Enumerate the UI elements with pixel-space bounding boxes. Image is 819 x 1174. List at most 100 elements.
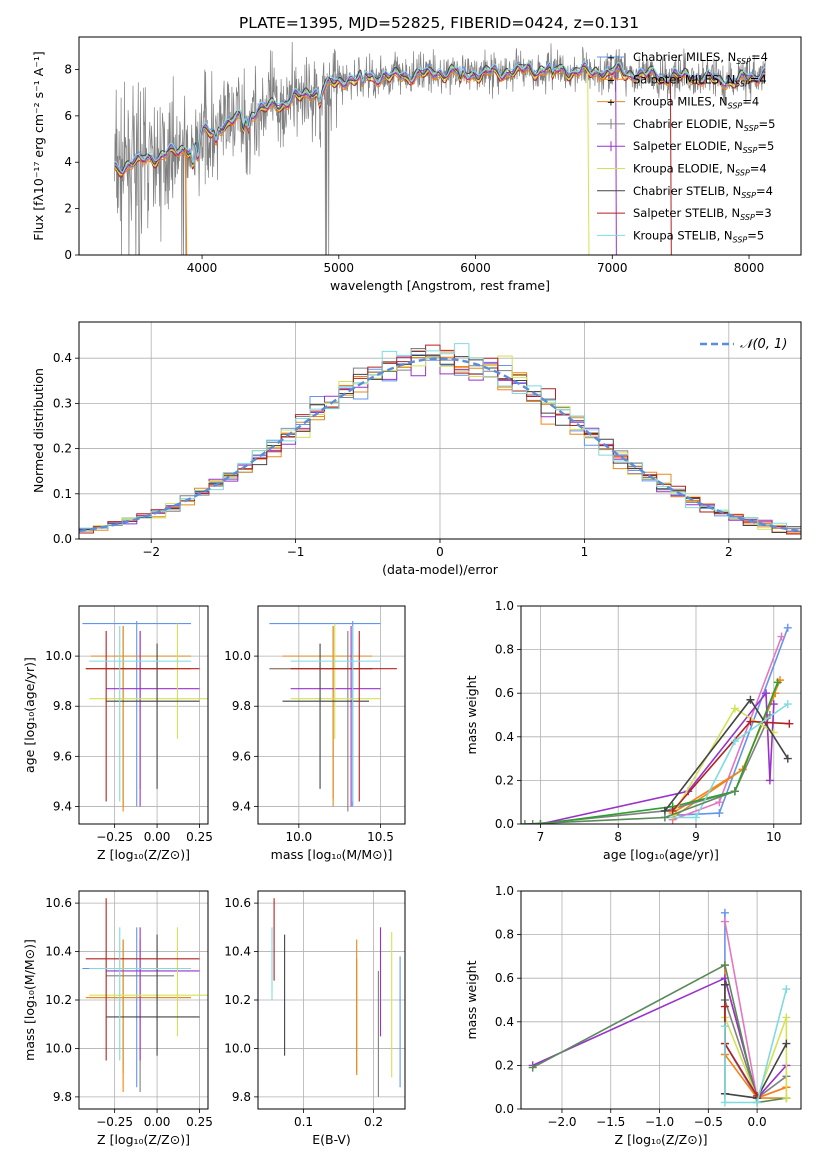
weight-marker (782, 985, 791, 994)
y-axis-label: Normed distribution (31, 368, 46, 493)
weight-series-kroupa-stelib (660, 700, 792, 822)
weight-marker (720, 917, 729, 926)
legend-label-count: =3 (755, 206, 772, 220)
weight-marker (668, 806, 677, 815)
y-tick-label: 0.2 (53, 442, 72, 456)
y-tick-label: 1.0 (495, 884, 514, 898)
y-tick-label: 0.2 (495, 773, 514, 787)
errorbar-salpeter-elodie (106, 631, 200, 807)
spectrum-model-salpeter-elodie (114, 62, 766, 175)
weight-line (724, 1017, 788, 1101)
errorbar-salpeter-stelib (290, 631, 397, 802)
weight-marker (783, 623, 792, 632)
legend-label-count: =4 (742, 95, 759, 109)
weight-series-extra1 (536, 678, 782, 824)
axes-frame (257, 605, 406, 825)
y-tick-label: 9.8 (232, 699, 251, 713)
plot-area (82, 621, 208, 812)
weight-marker (777, 632, 786, 641)
y-tick-label: 0.3 (53, 396, 72, 410)
plot-area (521, 623, 794, 824)
y-tick-label: 1.0 (495, 599, 514, 613)
weight-line (664, 703, 789, 819)
errorbar-kroupa-elodie (89, 623, 208, 739)
plot-area (82, 898, 208, 1093)
legend-label-text: Chabrier STELIB, N (633, 184, 741, 198)
weight-marker (730, 737, 739, 746)
errorbar-kroupa-elodie (89, 927, 208, 1037)
legend-label-salpeter-miles: Salpeter MILES, NSSP=4 (633, 72, 767, 88)
legend-label-count: =4 (756, 184, 773, 198)
weight-series-extra2 (521, 787, 739, 824)
errorbar-salpeter-stelib (85, 631, 200, 802)
weight-marker (785, 719, 794, 728)
errorbar-kroupa-stelib (89, 927, 192, 1061)
weight-series-chabrier-stelib (720, 980, 791, 1103)
legend-label-count: =5 (757, 139, 774, 153)
x-tick-label: 0.25 (186, 830, 213, 844)
chart-mass-vs-z: −0.25 0.00 0.25 9.8 10.0 10.2 10.4 10.6 Z [log₁₀… (22, 890, 213, 1147)
x-axis-label: (data-model)/error (382, 562, 499, 577)
plot-area (271, 898, 401, 1097)
x-tick-label: 10.0 (285, 830, 312, 844)
x-tick-label: 2 (725, 545, 733, 559)
x-tick-label: −1.0 (645, 1115, 674, 1129)
y-tick-label: 0.4 (495, 730, 514, 744)
errorbar-kroupa-miles (282, 626, 373, 807)
weight-marker (782, 1013, 791, 1022)
axes-frame (520, 605, 802, 825)
axes-frame (78, 605, 209, 825)
legend-label-text: Salpeter ELODIE, N (633, 139, 743, 153)
y-tick-label: 8 (64, 62, 72, 76)
legend-label-text: Kroupa STELIB, N (633, 228, 733, 242)
x-axis-label: wavelength [Angstrom, rest frame] (330, 278, 550, 293)
chart-weight-vs-age: 7 8 9 10 0.0 0.2 0.4 0.6 0.8 1.0 age [log₁₀(age/yr… (464, 599, 802, 862)
y-tick-label: 10.4 (45, 945, 72, 959)
y-tick-label: 10.6 (224, 896, 251, 910)
x-axis-label: Z [log₁₀(Z/Z⊙)] (97, 1132, 190, 1147)
chart-age-vs-mass: 10.0 10.5 9.4 9.6 9.8 10.0 mass [log₁₀(M/M⊙)] (224, 605, 406, 862)
y-tick-label: 10.2 (45, 993, 72, 1007)
y-tick-label: 2 (64, 202, 72, 216)
x-tick-label: 0.00 (144, 1115, 171, 1129)
x-axis-label: Z [log₁₀(Z/Z⊙)] (97, 847, 190, 862)
errorbar-salpeter-miles (85, 626, 192, 812)
legend-marker: + (607, 53, 615, 64)
errorbar-kroupa-stelib (89, 626, 192, 802)
y-tick-label: 0.4 (495, 1015, 514, 1029)
weight-line (724, 977, 787, 1099)
legend-label-count: =4 (751, 50, 768, 64)
y-tick-label: 9.4 (232, 799, 251, 813)
weight-line (532, 977, 787, 1100)
chart-age-vs-z: −0.25 0.00 0.25 9.4 9.6 9.8 10.0 Z [log₁₀(Z/Z⊙)… (22, 605, 213, 862)
legend-label-text: Kroupa ELODIE, N (633, 162, 735, 176)
legend-label-chabrier-stelib: Chabrier STELIB, NSSP=4 (633, 184, 773, 200)
x-tick-label: 7000 (597, 261, 628, 275)
legend-label-count: =5 (759, 117, 776, 131)
y-tick-label: 0.6 (495, 971, 514, 985)
errorbar-kroupa-miles (90, 939, 192, 1073)
weight-marker (746, 695, 755, 704)
legend-label-subscript: SSP (741, 191, 756, 200)
chart-weight-vs-z: −2.0 −1.5 −1.0 −0.5 0.0 0.0 0.2 0.4 0.6 0.8 1.0 Z [… (464, 884, 802, 1147)
weight-marker (720, 1098, 729, 1107)
x-tick-label: −0.25 (96, 830, 133, 844)
spectrum-model-chabrier-stelib (114, 63, 766, 173)
y-tick-label: 0.6 (495, 686, 514, 700)
spectrum-model-kroupa-stelib (114, 60, 766, 173)
weight-series-extra0 (720, 917, 791, 1103)
y-tick-label: 9.4 (53, 799, 72, 813)
legend-label-chabrier-miles: Chabrier MILES, NSSP=4 (633, 50, 768, 66)
legend-label-text: Chabrier ELODIE, N (633, 117, 744, 131)
legend-label-count: =5 (747, 228, 764, 242)
weight-marker (715, 809, 724, 818)
axes-frame (78, 36, 802, 256)
errorbar-kroupa-elodie (290, 623, 381, 739)
x-tick-label: −2.0 (547, 1115, 576, 1129)
x-tick-label: −2 (142, 545, 160, 559)
x-tick-label: −0.5 (694, 1115, 723, 1129)
y-tick-label: 0.0 (495, 1102, 514, 1116)
y-axis-label: mass [log₁₀(M/M⊙)] (22, 939, 37, 1061)
x-tick-label: 1 (581, 545, 589, 559)
